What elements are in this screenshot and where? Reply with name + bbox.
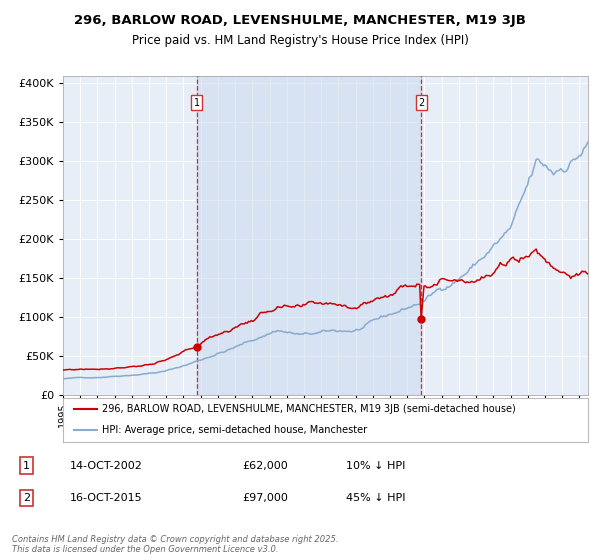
Text: £97,000: £97,000	[242, 493, 288, 503]
Text: 296, BARLOW ROAD, LEVENSHULME, MANCHESTER, M19 3JB: 296, BARLOW ROAD, LEVENSHULME, MANCHESTE…	[74, 14, 526, 27]
Text: 1: 1	[23, 460, 30, 470]
Text: 16-OCT-2015: 16-OCT-2015	[70, 493, 142, 503]
Text: Price paid vs. HM Land Registry's House Price Index (HPI): Price paid vs. HM Land Registry's House …	[131, 34, 469, 46]
Text: HPI: Average price, semi-detached house, Manchester: HPI: Average price, semi-detached house,…	[103, 425, 367, 435]
Bar	[197, 76, 421, 395]
Text: 45% ↓ HPI: 45% ↓ HPI	[346, 493, 406, 503]
Text: 2: 2	[23, 493, 30, 503]
Text: 296, BARLOW ROAD, LEVENSHULME, MANCHESTER, M19 3JB (semi-detached house): 296, BARLOW ROAD, LEVENSHULME, MANCHESTE…	[103, 404, 516, 414]
Text: Contains HM Land Registry data © Crown copyright and database right 2025.
This d: Contains HM Land Registry data © Crown c…	[12, 535, 338, 554]
Text: 10% ↓ HPI: 10% ↓ HPI	[346, 460, 406, 470]
Text: 1: 1	[194, 98, 200, 108]
Text: £62,000: £62,000	[242, 460, 288, 470]
Text: 14-OCT-2002: 14-OCT-2002	[70, 460, 142, 470]
Text: 2: 2	[418, 98, 424, 108]
